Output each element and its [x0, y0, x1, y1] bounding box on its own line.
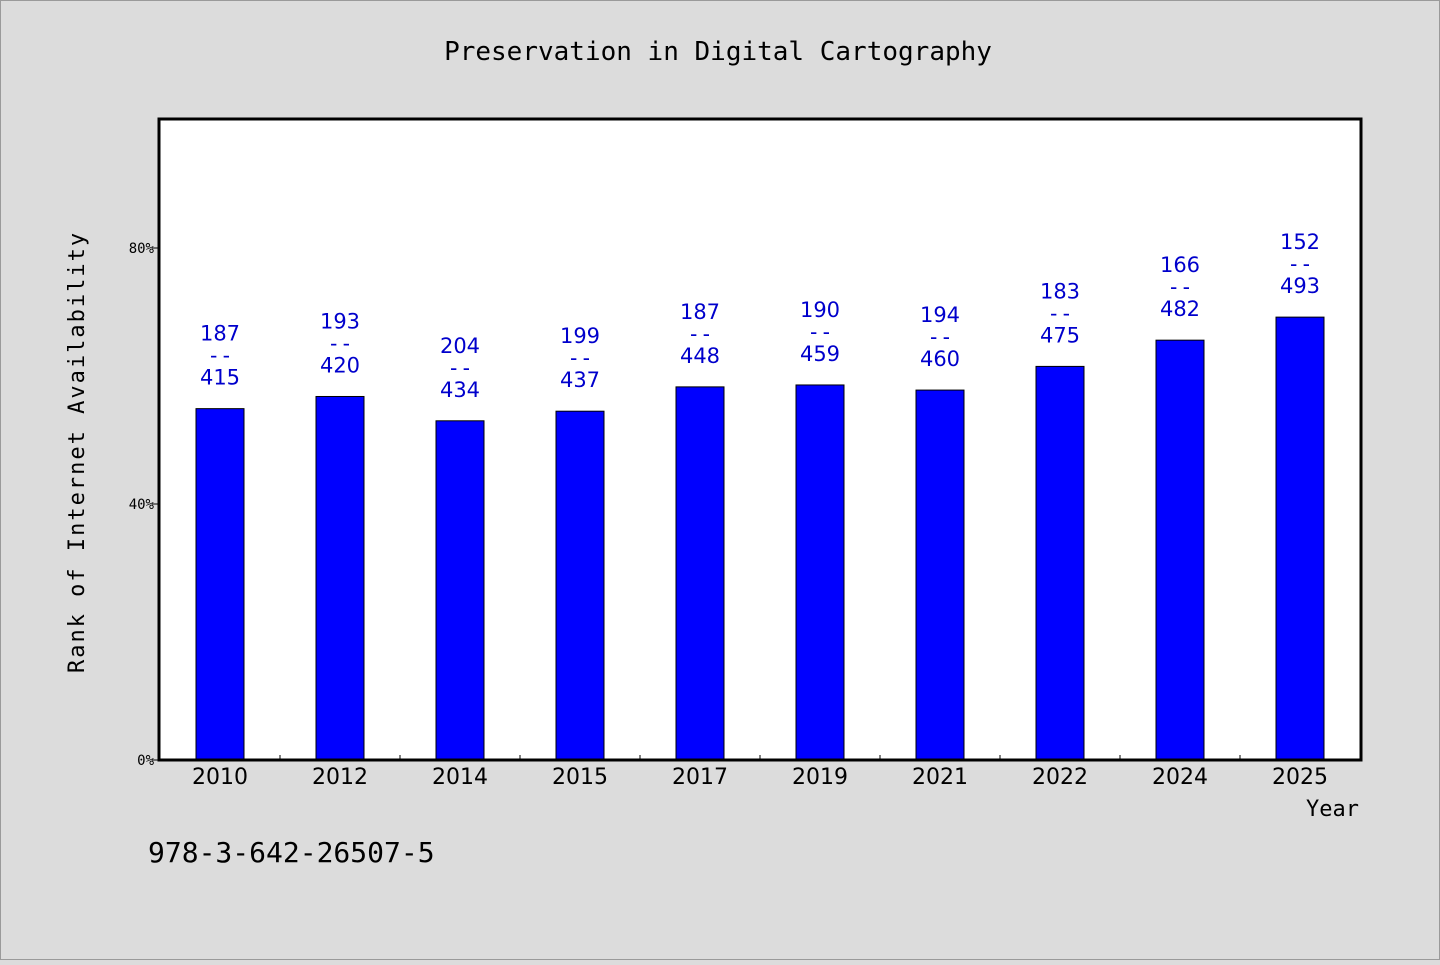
data-label-bottom: 482: [1160, 297, 1200, 321]
x-tick-label: 2019: [792, 765, 848, 790]
data-label-separator: --: [1167, 275, 1192, 299]
x-tick-label: 2014: [432, 765, 488, 790]
bar-2015: [555, 410, 605, 761]
x-tick-label: 2010: [192, 765, 248, 790]
data-label-top: 152: [1280, 230, 1320, 254]
x-tick-label: 2022: [1032, 765, 1088, 790]
data-label-top: 204: [440, 334, 480, 358]
data-label-bottom: 437: [560, 368, 600, 392]
x-tick-label: 2025: [1272, 765, 1328, 790]
bar-2021: [915, 389, 965, 761]
data-label-top: 187: [200, 322, 240, 346]
isbn-footer-text: 978-3-642-26507-5: [148, 836, 435, 869]
data-label-separator: --: [567, 346, 592, 370]
x-axis-label: Year: [1306, 797, 1359, 822]
data-label-bottom: 415: [200, 366, 240, 390]
data-label-top: 194: [920, 303, 960, 327]
bar-2017: [675, 386, 725, 761]
y-axis: 0% 40% 80%: [129, 241, 160, 769]
data-labels-layer: 187--415193--420204--434199--437187--448…: [200, 230, 1320, 402]
x-axis: 2010 2012 2014 2015 2017 2019 2021 2022 2024 2025: [192, 755, 1328, 790]
bar-2024: [1155, 339, 1205, 761]
data-label-separator: --: [927, 325, 952, 349]
data-label-bottom: 434: [440, 378, 480, 402]
data-label-bottom: 475: [1040, 323, 1080, 347]
data-label-top: 166: [1160, 253, 1200, 277]
x-tick-label: 2015: [552, 765, 608, 790]
bar-2019: [795, 384, 845, 761]
data-label-separator: --: [1047, 301, 1072, 325]
data-label-separator: --: [207, 344, 232, 368]
data-label-bottom: 448: [680, 344, 720, 368]
y-axis-label: Rank of Internet Availability: [65, 231, 90, 673]
data-label-top: 183: [1040, 279, 1080, 303]
data-label-top: 187: [680, 300, 720, 324]
bar-2010: [195, 408, 245, 761]
bars-layer: [195, 316, 1325, 761]
y-tick-label: 80%: [129, 241, 155, 257]
chart-title: Preservation in Digital Cartography: [444, 37, 992, 67]
data-label-separator: --: [687, 322, 712, 346]
bar-2025: [1275, 316, 1325, 761]
data-label-separator: --: [807, 320, 832, 344]
bar-2014: [435, 420, 485, 761]
data-label-bottom: 459: [800, 342, 840, 366]
data-label-separator: --: [327, 331, 352, 355]
y-tick-label: 40%: [129, 497, 155, 513]
data-label-top: 193: [320, 309, 360, 333]
x-tick-label: 2024: [1152, 765, 1208, 790]
data-label-separator: --: [1287, 252, 1312, 276]
data-label-bottom: 420: [320, 353, 360, 377]
y-tick-label: 0%: [137, 753, 154, 769]
x-tick-label: 2017: [672, 765, 728, 790]
data-label-bottom: 460: [920, 347, 960, 371]
bar-2022: [1035, 365, 1085, 761]
bar-2012: [315, 395, 365, 761]
data-label-top: 190: [800, 298, 840, 322]
x-tick-label: 2021: [912, 765, 968, 790]
data-label-top: 199: [560, 324, 600, 348]
x-tick-label: 2012: [312, 765, 368, 790]
data-label-bottom: 493: [1280, 274, 1320, 298]
data-label-separator: --: [447, 356, 472, 380]
